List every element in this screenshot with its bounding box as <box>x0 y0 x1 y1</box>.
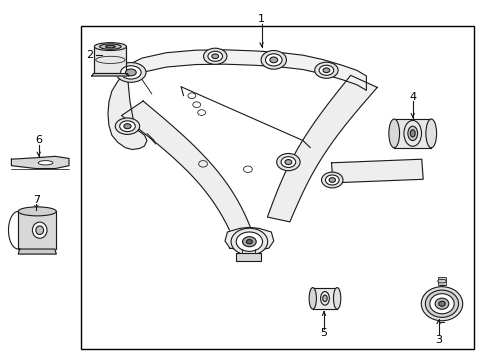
Text: 6: 6 <box>35 135 42 145</box>
Ellipse shape <box>314 62 337 78</box>
Ellipse shape <box>32 222 47 238</box>
Text: 3: 3 <box>434 334 441 345</box>
Text: 7: 7 <box>33 195 40 205</box>
Ellipse shape <box>434 298 448 309</box>
Ellipse shape <box>420 287 462 321</box>
Ellipse shape <box>269 57 277 63</box>
Ellipse shape <box>121 66 141 79</box>
Bar <box>236 253 260 261</box>
Ellipse shape <box>323 68 329 73</box>
Ellipse shape <box>308 288 316 309</box>
Ellipse shape <box>429 294 453 314</box>
Polygon shape <box>108 65 147 149</box>
Ellipse shape <box>409 130 414 137</box>
Polygon shape <box>18 211 56 249</box>
Ellipse shape <box>115 118 140 134</box>
Ellipse shape <box>281 157 295 167</box>
Ellipse shape <box>265 54 282 66</box>
Ellipse shape <box>236 232 262 251</box>
Ellipse shape <box>123 124 131 129</box>
FancyBboxPatch shape <box>94 46 126 73</box>
Ellipse shape <box>38 161 53 165</box>
Ellipse shape <box>242 237 256 247</box>
Text: 1: 1 <box>258 14 264 24</box>
Ellipse shape <box>94 42 126 50</box>
Ellipse shape <box>425 119 436 148</box>
Polygon shape <box>92 73 129 76</box>
Ellipse shape <box>105 45 115 48</box>
Polygon shape <box>11 156 69 168</box>
Polygon shape <box>267 75 376 222</box>
Ellipse shape <box>231 228 267 255</box>
Ellipse shape <box>116 63 146 82</box>
Ellipse shape <box>120 121 135 132</box>
Ellipse shape <box>322 295 326 302</box>
Polygon shape <box>122 101 258 254</box>
Text: 4: 4 <box>408 92 415 102</box>
Ellipse shape <box>438 301 444 306</box>
Ellipse shape <box>388 119 399 148</box>
Ellipse shape <box>276 153 300 171</box>
Ellipse shape <box>261 50 286 69</box>
Polygon shape <box>127 50 366 90</box>
Ellipse shape <box>203 48 226 64</box>
Ellipse shape <box>319 65 333 75</box>
Polygon shape <box>18 249 56 254</box>
Ellipse shape <box>100 44 121 49</box>
Ellipse shape <box>437 279 446 283</box>
Bar <box>81 26 473 348</box>
Polygon shape <box>393 119 430 148</box>
Ellipse shape <box>407 126 417 140</box>
Ellipse shape <box>125 69 136 76</box>
Ellipse shape <box>246 239 252 244</box>
Ellipse shape <box>285 159 291 165</box>
Ellipse shape <box>211 54 218 59</box>
Text: 2: 2 <box>86 50 93 60</box>
Text: 5: 5 <box>320 328 327 338</box>
Polygon shape <box>312 288 336 309</box>
Polygon shape <box>331 159 422 183</box>
Bar <box>437 277 446 285</box>
Ellipse shape <box>207 51 222 61</box>
Ellipse shape <box>333 288 340 309</box>
Ellipse shape <box>36 226 43 234</box>
Ellipse shape <box>325 175 338 185</box>
Ellipse shape <box>328 178 335 182</box>
Ellipse shape <box>425 290 458 318</box>
Ellipse shape <box>18 207 56 216</box>
Polygon shape <box>224 227 273 252</box>
Ellipse shape <box>321 172 342 188</box>
